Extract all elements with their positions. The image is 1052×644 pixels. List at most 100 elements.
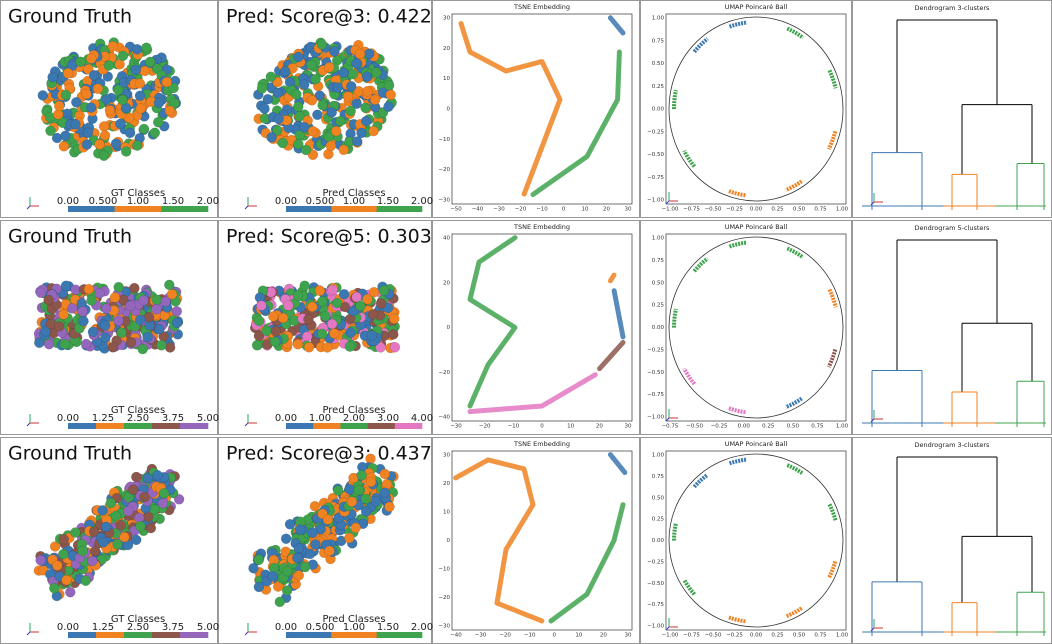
point-cluster <box>784 396 803 410</box>
sphere <box>292 290 304 301</box>
y-tick-label: 30 <box>443 453 450 459</box>
point-cluster <box>692 37 709 54</box>
x-tick-label: −40 <box>450 633 462 639</box>
sphere <box>131 471 142 483</box>
plot-area <box>451 233 633 422</box>
sphere <box>47 71 58 83</box>
y-tick-label: −10 <box>438 567 450 573</box>
sphere <box>351 98 362 109</box>
sphere <box>277 137 288 149</box>
sphere <box>120 146 132 157</box>
colorbar-tick-label: 2.00 <box>411 196 433 207</box>
x-tick-label: 0 <box>562 207 566 213</box>
sphere <box>125 337 137 348</box>
x-tick-label: 0.00 <box>738 424 751 430</box>
sphere <box>299 561 311 573</box>
sphere <box>277 312 289 324</box>
y-tick-label: 20 <box>443 280 450 286</box>
sphere <box>75 56 86 67</box>
sphere <box>98 121 110 132</box>
sphere <box>351 58 362 69</box>
y-tick-label: 10 <box>443 76 450 82</box>
colorbar-segment <box>286 206 332 212</box>
colorbar-tick-label: 1.50 <box>162 196 184 207</box>
plot-title: Dendrogram 3-clusters <box>915 441 991 449</box>
axis-icon <box>870 418 875 423</box>
x-tick-label: 0 <box>553 633 557 639</box>
y-tick-label: −20 <box>438 595 450 601</box>
sphere <box>304 548 316 560</box>
sphere <box>298 79 310 90</box>
colorbar-tick-label: 3.75 <box>162 622 184 633</box>
sphere <box>316 328 328 340</box>
sphere <box>100 521 112 533</box>
sphere <box>363 48 375 60</box>
colorbar-tick-label: 5.00 <box>197 413 219 424</box>
y-tick-label: 0.50 <box>652 280 665 286</box>
sphere <box>107 342 119 353</box>
point-cloud <box>458 21 563 197</box>
sphere <box>347 68 358 80</box>
sphere <box>98 150 110 161</box>
x-tick-label: 0.25 <box>771 633 784 639</box>
sphere <box>110 138 122 149</box>
y-tick-label: −1.00 <box>647 198 664 204</box>
x-tick-label: −0.75 <box>683 633 700 639</box>
sphere <box>166 288 178 300</box>
sphere <box>375 298 387 309</box>
sphere <box>152 470 163 481</box>
sphere <box>87 326 99 338</box>
x-tick-label: −10 <box>536 207 548 213</box>
sphere <box>259 103 270 114</box>
sphere <box>60 89 72 101</box>
sphere <box>272 87 283 99</box>
sphere <box>58 141 70 152</box>
x-tick-label: −10 <box>508 424 520 430</box>
x-tick-label: −10 <box>524 633 536 639</box>
sphere <box>164 105 176 116</box>
sphere <box>365 453 376 464</box>
point-cluster <box>784 606 803 619</box>
colorbar-tick-label: 3.00 <box>377 413 399 424</box>
sphere <box>375 342 386 353</box>
sphere <box>100 332 111 343</box>
x-tick-label: −50 <box>450 207 462 213</box>
sphere <box>291 89 302 100</box>
y-tick-label: −1.00 <box>647 624 664 630</box>
sphere <box>370 496 382 507</box>
sphere <box>344 341 356 352</box>
y-tick-label: −30 <box>438 624 450 630</box>
sphere <box>117 94 128 106</box>
sphere <box>61 574 72 586</box>
y-tick-label: 0 <box>447 325 451 331</box>
sphere <box>324 545 335 557</box>
colorbar-label: Pred Classes <box>322 405 385 416</box>
point-cluster <box>786 463 805 476</box>
sphere <box>113 281 124 293</box>
x-tick-label: −30 <box>450 424 462 430</box>
sphere <box>272 125 283 136</box>
colorbar-segment <box>376 206 423 212</box>
plot-title: UMAP Poincaré Ball <box>725 440 788 448</box>
sphere <box>326 318 338 330</box>
sphere <box>294 524 306 535</box>
x-tick-label: −0.25 <box>726 207 743 213</box>
sphere <box>116 327 127 338</box>
y-tick-label: 0.75 <box>652 258 665 264</box>
sphere <box>124 127 136 139</box>
colorbar-segment <box>96 632 125 638</box>
sphere <box>135 314 146 326</box>
x-tick-label: 10 <box>567 424 574 430</box>
axis-icon <box>665 417 670 422</box>
plot-title: TSNE Embedding <box>513 440 570 448</box>
axis-icon <box>665 626 670 631</box>
sphere <box>306 59 317 71</box>
sphere <box>112 84 124 96</box>
colorbar-tick-label: 1.00 <box>127 196 149 207</box>
x-tick-label: 20 <box>603 207 610 213</box>
sphere <box>294 111 305 122</box>
colorbar-segment <box>114 206 162 212</box>
sphere <box>43 338 55 350</box>
sphere <box>280 533 292 544</box>
colorbar-tick-label: 0.500 <box>306 196 335 207</box>
